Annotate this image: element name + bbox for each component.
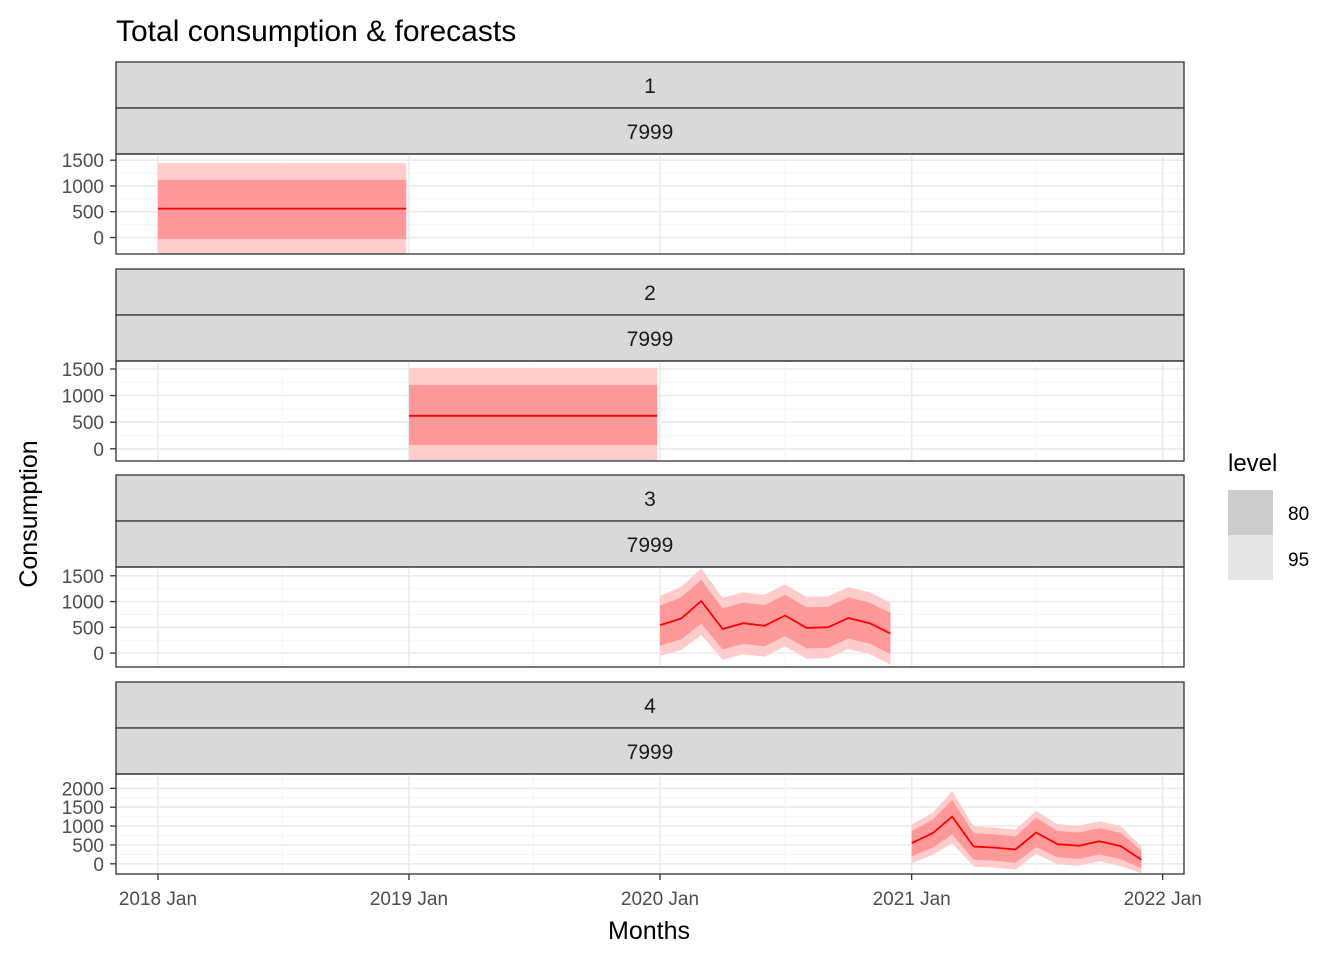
y-tick-label: 1500 xyxy=(62,798,104,819)
panel-border xyxy=(115,360,1185,462)
x-tick-label: 2018 Jan xyxy=(119,889,197,910)
y-axis-label: Consumption xyxy=(15,440,43,587)
strip-label-top: 4 xyxy=(644,695,656,718)
strip-label-bottom: 7999 xyxy=(627,328,674,351)
y-tick-label: 1000 xyxy=(62,387,104,408)
panel-1: 1 7999 0 500 1000 1500 xyxy=(62,61,1185,255)
strip-label-bottom: 7999 xyxy=(627,534,674,557)
strip-bottom xyxy=(115,314,1185,362)
panel-2: 2 7999 0 500 1000 1500 xyxy=(62,268,1185,462)
legend-key-80 xyxy=(1228,490,1273,535)
y-tick-label: 1000 xyxy=(62,177,104,198)
x-axis-label: Months xyxy=(608,917,690,945)
strip-bottom xyxy=(115,727,1185,775)
y-tick-label: 500 xyxy=(72,413,104,434)
y-tick-label: 0 xyxy=(93,644,104,665)
legend-label-95: 95 xyxy=(1288,550,1309,571)
band-80 xyxy=(911,800,1142,869)
legend-label-80: 80 xyxy=(1288,504,1309,525)
panel-border xyxy=(115,153,1185,255)
y-tick-label: 0 xyxy=(93,855,104,876)
x-tick-label: 2020 Jan xyxy=(621,889,699,910)
y-tick-label: 500 xyxy=(72,618,104,639)
strip-label-bottom: 7999 xyxy=(627,121,674,144)
chart-title: Total consumption & forecasts xyxy=(116,15,516,48)
legend: level 80 95 xyxy=(1228,450,1309,580)
forecast-line xyxy=(659,600,891,635)
band-80 xyxy=(660,579,891,655)
legend-title: level xyxy=(1228,450,1277,477)
y-tick-label: 2000 xyxy=(62,779,104,800)
strip-label-bottom: 7999 xyxy=(627,741,674,764)
y-tick-label: 0 xyxy=(93,229,104,250)
y-tick-label: 1500 xyxy=(62,567,104,588)
panel-border xyxy=(115,566,1185,668)
forecast-line xyxy=(911,815,1142,861)
strip-bottom xyxy=(115,520,1185,568)
strip-top xyxy=(115,474,1185,522)
y-tick-label: 1500 xyxy=(62,360,104,381)
y-tick-label: 1000 xyxy=(62,817,104,838)
y-tick-label: 1000 xyxy=(62,593,104,614)
x-axis: 2018 Jan 2019 Jan 2020 Jan 2021 Jan 2022 Jan xyxy=(119,874,1202,910)
y-tick-label: 0 xyxy=(93,440,104,461)
x-tick-label: 2022 Jan xyxy=(1124,889,1202,910)
strip-bottom xyxy=(115,107,1185,155)
facet-panels: 1799905001000150027999050010001500379990… xyxy=(62,61,1185,876)
panel-3: 3 7999 0 500 1000 1500 xyxy=(62,474,1185,668)
y-tick-label: 500 xyxy=(72,203,104,224)
strip-label-top: 3 xyxy=(644,488,656,511)
y-tick-label: 1500 xyxy=(62,151,104,172)
strip-top xyxy=(115,681,1185,729)
strip-label-top: 1 xyxy=(644,75,656,98)
legend-key-95 xyxy=(1228,535,1273,580)
y-tick-label: 500 xyxy=(72,836,104,857)
x-tick-label: 2019 Jan xyxy=(370,889,448,910)
strip-label-top: 2 xyxy=(644,282,656,305)
strip-top xyxy=(115,61,1185,109)
strip-top xyxy=(115,268,1185,316)
x-tick-label: 2021 Jan xyxy=(873,889,951,910)
panel-border xyxy=(115,773,1185,875)
